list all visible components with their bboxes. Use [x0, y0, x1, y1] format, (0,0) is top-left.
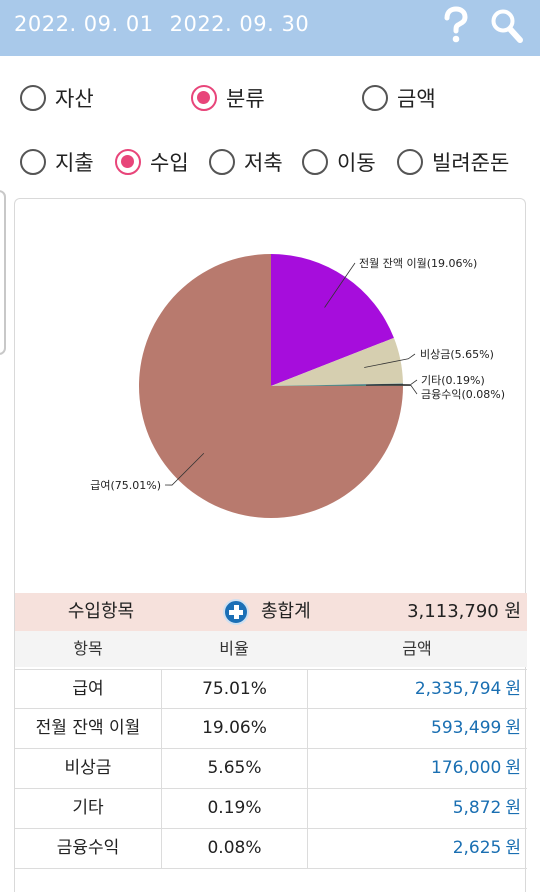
category-type-radio-group: 지출 수입 저축 이동 빌려준돈 [0, 142, 540, 182]
amount-value: 2,625 [452, 838, 502, 858]
radio-circle[interactable] [397, 149, 423, 175]
cell-item: 전월 잔액 이월 [35, 718, 141, 738]
radio-circle[interactable] [20, 149, 46, 175]
radio-savings[interactable]: 저축 [209, 142, 283, 182]
leader-line [366, 379, 418, 386]
total-value: 3,113,790 원 [407, 601, 521, 622]
table-row[interactable]: 금융수익 0.08% 2,625 원 [15, 829, 527, 869]
cell-amount: 5,872 원 [307, 789, 527, 828]
radio-category[interactable]: 분류 [191, 78, 265, 118]
table-header: 항목 비율 금액 [15, 631, 527, 667]
leader-line [324, 262, 356, 308]
plus-circle-icon[interactable] [223, 599, 249, 625]
slice-label: 비상금(5.65%) [420, 348, 494, 361]
amount-unit: 원 [505, 679, 521, 699]
radio-circle[interactable] [20, 85, 46, 111]
cell-item: 비상금 [64, 758, 112, 778]
report-card: 전월 잔액 이월(19.06%) 비상금(5.65%) 기타(0.19%) 금융수익(… [14, 198, 527, 892]
radio-circle[interactable] [115, 149, 141, 175]
cell-ratio: 0.08% [161, 829, 307, 868]
radio-circle[interactable] [362, 85, 388, 111]
radio-label: 자산 [55, 87, 94, 111]
question-icon[interactable] [440, 6, 470, 46]
date-range[interactable]: 2022. 09. 01 2022. 09. 30 [14, 12, 309, 36]
radio-label: 저축 [244, 151, 283, 175]
summary-bar: 수입항목 총합계 3,113,790 원 [15, 593, 527, 631]
cell-item: 금융수익 [56, 838, 120, 858]
radio-label: 빌려준돈 [432, 151, 510, 175]
top-bar: 2022. 09. 01 2022. 09. 30 [0, 0, 540, 56]
cell-ratio: 0.19% [161, 789, 307, 828]
view-mode-radio-group: 자산 분류 금액 [0, 78, 540, 118]
leader-line [366, 385, 418, 395]
radio-expense[interactable]: 지출 [20, 142, 94, 182]
amount-unit: 원 [505, 758, 521, 778]
table-row[interactable]: 기타 0.19% 5,872 원 [15, 789, 527, 829]
header-item: 항목 [73, 639, 103, 658]
radio-amount[interactable]: 금액 [362, 78, 436, 118]
amount-unit: 원 [505, 838, 521, 858]
cell-ratio: 5.65% [161, 749, 307, 788]
pie-chart: 전월 잔액 이월(19.06%) 비상금(5.65%) 기타(0.19%)금융수익(… [90, 254, 505, 518]
cell-item: 기타 [72, 798, 104, 818]
radio-lent-money[interactable]: 빌려준돈 [397, 142, 509, 182]
cell-ratio: 75.01% [161, 670, 307, 709]
pie-slice[interactable] [271, 337, 403, 386]
amount-unit: 원 [505, 798, 521, 818]
radio-label: 수입 [150, 151, 189, 175]
pie-slice[interactable] [271, 383, 403, 386]
pie-slice[interactable] [138, 254, 403, 518]
leader-line [364, 353, 416, 368]
slice-label: 전월 잔액 이월(19.06%) [359, 257, 477, 270]
pie-slice[interactable] [271, 254, 394, 386]
radio-label: 지출 [55, 151, 94, 175]
amount-value: 5,872 [452, 798, 502, 818]
radio-transfer[interactable]: 이동 [302, 142, 376, 182]
cell-amount: 2,335,794 원 [307, 670, 527, 709]
slice-label: 급여(75.01%) [90, 479, 161, 492]
summary-label: 수입항목 [67, 601, 135, 622]
total-label: 총합계 [261, 601, 311, 622]
table-body: 급여 75.01% 2,335,794 원 전월 잔액 이월 19.06% 593… [15, 669, 527, 869]
slice-label: 기타(0.19%) [421, 374, 485, 387]
radio-asset[interactable]: 자산 [20, 78, 94, 118]
table-row[interactable]: 전월 잔액 이월 19.06% 593,499 원 [15, 709, 527, 749]
cell-ratio: 19.06% [161, 709, 307, 748]
radio-circle[interactable] [191, 85, 217, 111]
cell-amount: 176,000 원 [307, 749, 527, 788]
amount-value: 176,000 [431, 758, 502, 778]
end-date[interactable]: 2022. 09. 30 [169, 12, 310, 36]
side-drawer-handle[interactable] [0, 190, 6, 355]
start-date[interactable]: 2022. 09. 01 [14, 12, 154, 36]
radio-label: 금액 [397, 87, 436, 111]
table-row[interactable]: 비상금 5.65% 176,000 원 [15, 749, 527, 789]
cell-amount: 593,499 원 [307, 709, 527, 748]
slice-label: 금융수익(0.08%) [421, 388, 505, 401]
header-ratio: 비율 [219, 639, 249, 658]
search-icon[interactable] [490, 8, 524, 44]
header-amount: 금액 [402, 639, 432, 658]
radio-label: 분류 [226, 87, 265, 111]
radio-circle[interactable] [209, 149, 235, 175]
amount-unit: 원 [505, 718, 521, 738]
table-row[interactable]: 급여 75.01% 2,335,794 원 [15, 669, 527, 709]
cell-amount: 2,625 원 [307, 829, 527, 868]
radio-circle[interactable] [302, 149, 328, 175]
leader-line [164, 452, 205, 486]
amount-value: 593,499 [431, 718, 502, 738]
radio-label: 이동 [337, 151, 376, 175]
amount-value: 2,335,794 [414, 679, 502, 699]
cell-item: 급여 [72, 679, 104, 699]
radio-income[interactable]: 수입 [115, 142, 189, 182]
